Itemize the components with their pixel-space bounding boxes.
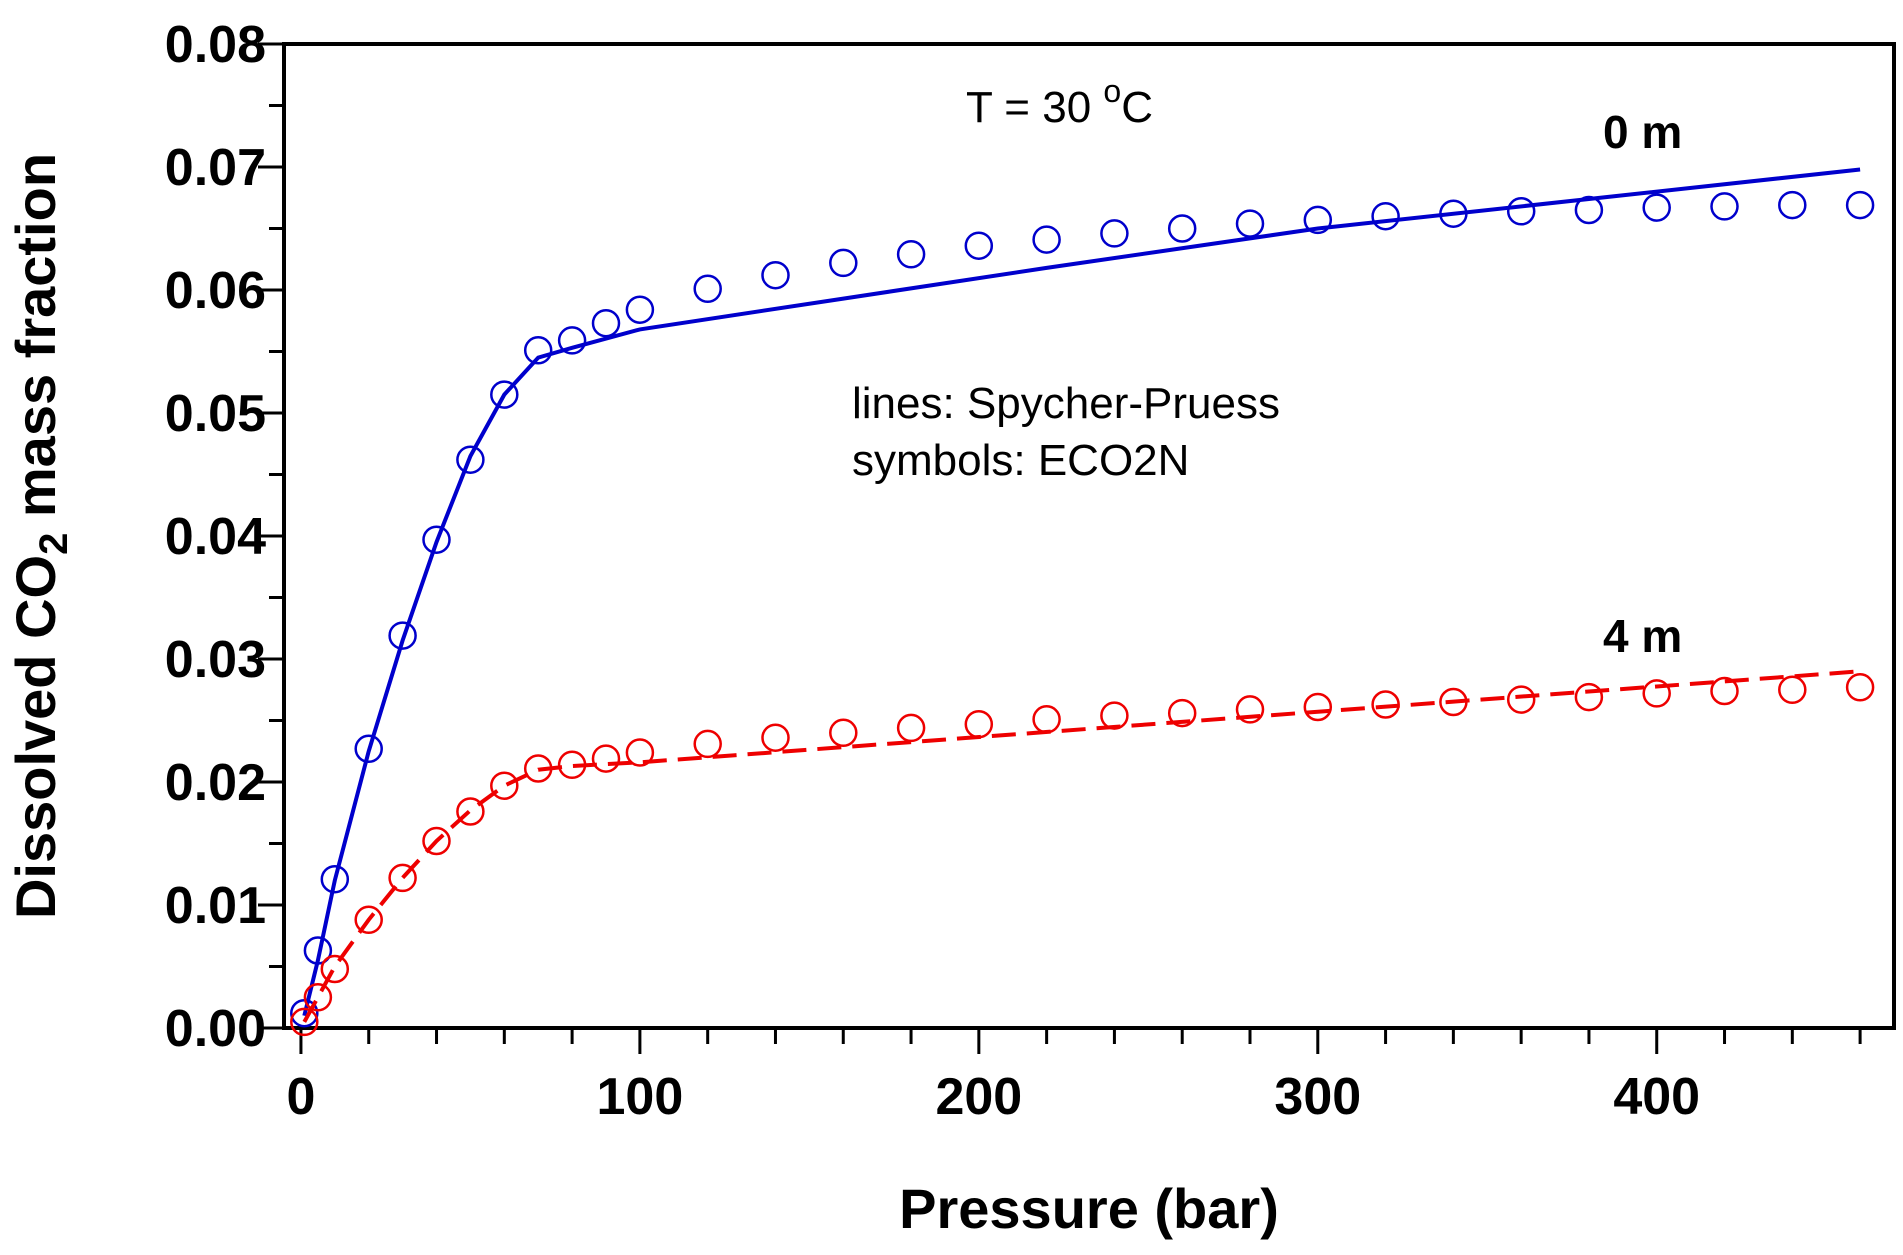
series-1-point xyxy=(829,718,858,748)
series-1-point xyxy=(523,754,553,783)
series-0-point xyxy=(490,380,519,409)
series-0-point xyxy=(964,231,994,260)
y-axis-title-rest: mass fraction xyxy=(4,153,67,533)
ticks-layer: 0 100 200 300 400 0.00 0.01 0.02 0.03 0.04 0.05 0.0… xyxy=(165,16,1862,1126)
series-1-point xyxy=(422,826,451,856)
series-1-point xyxy=(1845,673,1875,702)
series-layer xyxy=(290,167,1875,1037)
temperature-unit: C xyxy=(1121,83,1153,132)
series-label-4m: 4 m xyxy=(1603,610,1682,662)
series-0-point xyxy=(456,445,485,474)
x-tick-label: 100 xyxy=(597,1068,684,1126)
series-line-0 xyxy=(302,167,1861,1017)
legend-symbols-text: symbols: ECO2N xyxy=(852,436,1189,485)
series-0-point xyxy=(761,260,790,290)
y-tick-label: 0.08 xyxy=(165,16,266,74)
series-0-point xyxy=(388,621,417,650)
series-0-point xyxy=(1371,201,1400,231)
series-0-point xyxy=(896,240,926,269)
x-tick-label: 300 xyxy=(1274,1068,1361,1126)
series-0-point xyxy=(1574,195,1604,225)
series-0-point xyxy=(557,326,587,355)
series-1-point xyxy=(320,954,350,984)
series-0-point xyxy=(354,734,383,764)
series-line-1 xyxy=(302,669,1861,1023)
x-tick-label: 0 xyxy=(286,1068,315,1126)
series-1-point xyxy=(1710,676,1739,706)
series-1-point xyxy=(1574,682,1604,712)
series-1-point xyxy=(591,744,621,773)
series-1-point xyxy=(456,797,485,826)
series-1-point xyxy=(1235,695,1265,724)
series-0-point xyxy=(1100,219,1129,248)
series-0-point xyxy=(591,308,621,338)
series-1-point xyxy=(1167,698,1197,728)
series-1-point xyxy=(625,738,655,767)
series-0-point xyxy=(1506,197,1536,226)
series-0-point xyxy=(693,274,722,304)
x-tick-label: 200 xyxy=(935,1068,1022,1126)
y-tick-label: 0.00 xyxy=(165,1000,266,1058)
series-label-0m: 0 m xyxy=(1603,106,1682,158)
series-1-point xyxy=(1100,701,1129,730)
series-0-point xyxy=(303,936,333,965)
series-0-point xyxy=(1439,199,1468,228)
x-tick-label: 400 xyxy=(1613,1068,1700,1126)
series-1-point xyxy=(1439,687,1468,717)
y-tick-label: 0.06 xyxy=(165,262,266,320)
series-0-point xyxy=(422,525,451,554)
y-axis-title: Dissolved CO2 mass fraction xyxy=(4,153,76,919)
series-0-point xyxy=(1845,190,1875,220)
y-tick-label: 0.02 xyxy=(165,754,266,812)
series-1-point xyxy=(761,723,790,752)
series-1-point xyxy=(1506,685,1536,714)
series-0-point xyxy=(1710,192,1739,221)
series-0-point xyxy=(1167,214,1197,243)
series-0-point xyxy=(523,336,553,365)
series-0-point xyxy=(1303,205,1333,235)
series-1-point xyxy=(964,709,994,739)
temperature-degree: o xyxy=(1103,73,1121,109)
series-0-point xyxy=(829,248,858,278)
y-tick-label: 0.04 xyxy=(165,508,266,566)
series-0-point xyxy=(1778,190,1807,220)
series-0-point xyxy=(1032,225,1061,254)
series-1-point xyxy=(693,729,722,759)
series-0-point xyxy=(1642,193,1671,222)
series-1-point xyxy=(557,750,587,780)
y-tick-label: 0.05 xyxy=(165,385,266,443)
series-1-point xyxy=(290,1007,319,1037)
y-tick-label: 0.07 xyxy=(165,139,266,197)
series-1-point xyxy=(388,863,417,893)
x-axis-title: Pressure (bar) xyxy=(899,1177,1279,1240)
y-axis-title-subscript: 2 xyxy=(32,533,76,555)
y-tick-label: 0.03 xyxy=(165,631,266,689)
series-1-point xyxy=(1303,692,1333,722)
series-1-point xyxy=(1032,705,1061,734)
series-0-point xyxy=(1235,209,1265,238)
series-1-point xyxy=(1778,675,1807,705)
series-1-point xyxy=(1642,679,1671,708)
series-1-point xyxy=(490,771,519,800)
y-axis-title-main: Dissolved CO xyxy=(4,555,67,919)
series-1-point xyxy=(354,905,383,935)
temperature-annotation: T = 30 oC xyxy=(966,73,1153,132)
legend-lines-text: lines: Spycher-Pruess xyxy=(852,379,1280,428)
series-0-point xyxy=(320,864,350,894)
y-tick-label: 0.01 xyxy=(165,877,266,935)
temperature-text: T = 30 xyxy=(966,83,1103,132)
series-1-point xyxy=(896,713,926,743)
series-1-point xyxy=(1371,690,1400,719)
series-0-point xyxy=(625,295,655,324)
series-1-point xyxy=(303,983,333,1012)
